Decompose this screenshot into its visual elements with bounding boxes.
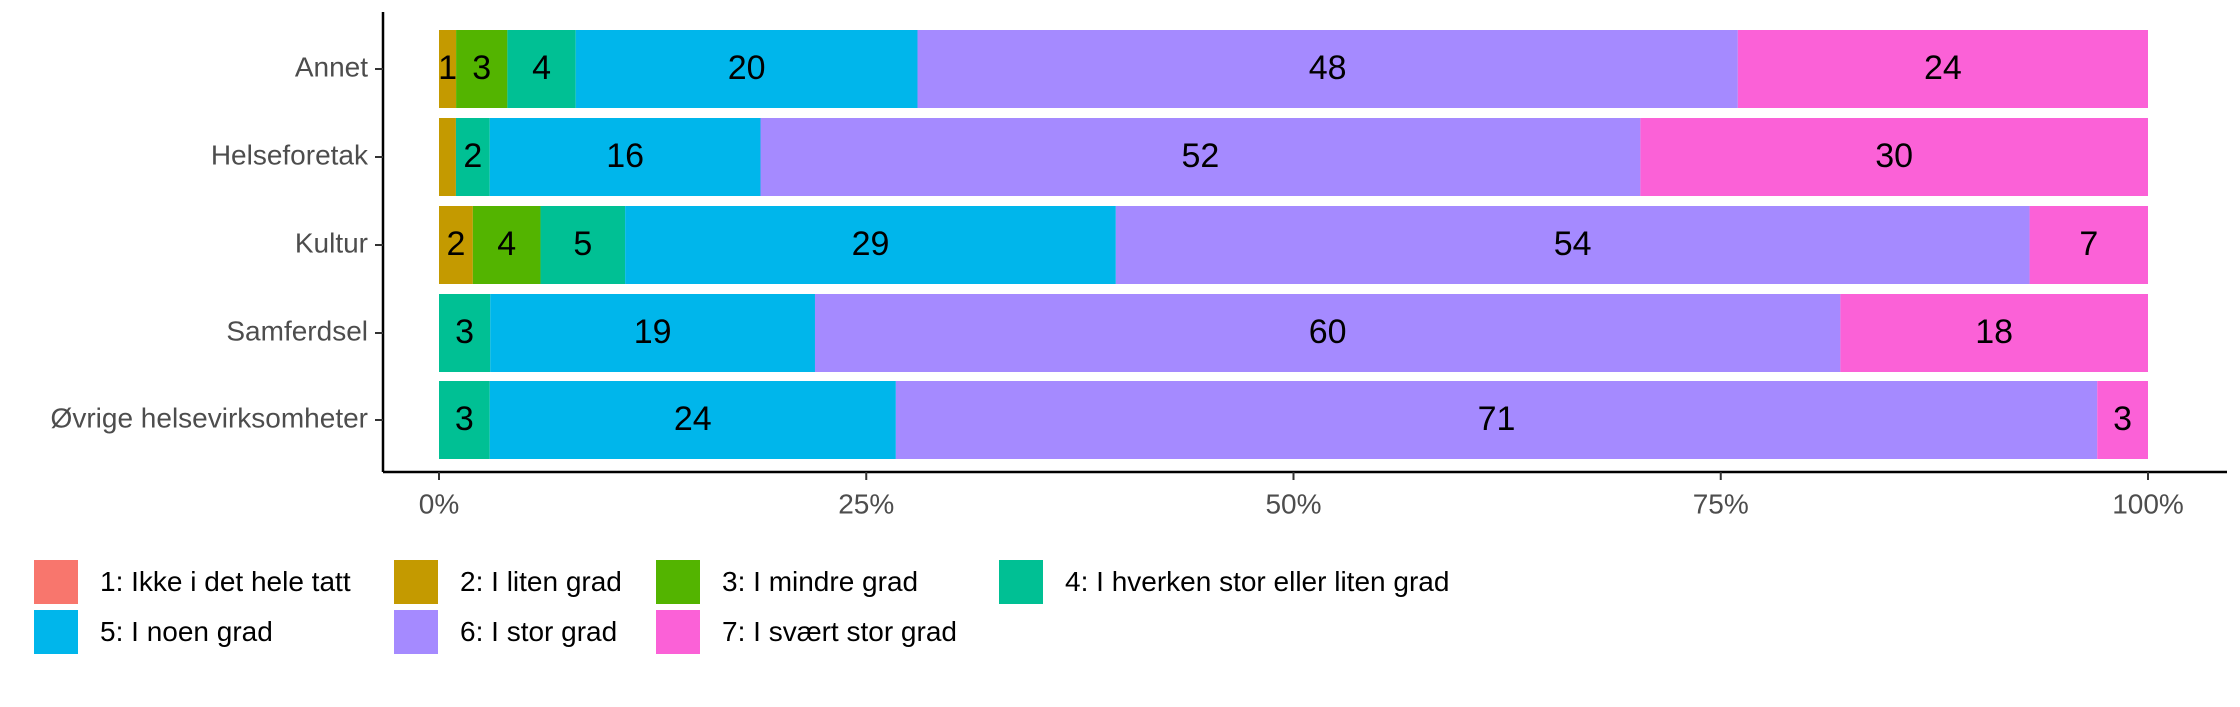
data-label: 7 (2079, 225, 2098, 263)
legend-label-4: 4: I hverken stor eller liten grad (1065, 566, 1450, 597)
bar-segment (814, 294, 1841, 372)
data-label: 4 (532, 49, 551, 87)
bar-segment (575, 30, 918, 108)
x-tick-label: 25% (838, 488, 894, 519)
data-label: 4 (497, 225, 516, 263)
data-label: 18 (1975, 313, 2013, 351)
data-label: 29 (852, 225, 890, 263)
legend-label-5: 5: I noen grad (100, 616, 273, 647)
data-label: 19 (634, 313, 672, 351)
bar-segment (489, 381, 896, 459)
data-label: 48 (1309, 49, 1347, 87)
stacked-bar-chart: Annet Helseforetak Kultur Samferdsel Øvrige … (51, 12, 2227, 519)
bar-segment (625, 206, 1116, 284)
legend-swatch-6 (394, 610, 438, 654)
bar-segment (456, 30, 508, 108)
legend-label-3: 3: I mindre grad (722, 566, 919, 597)
bar-segment (507, 30, 576, 108)
data-label: 3 (472, 49, 491, 87)
legend-swatch-4 (999, 560, 1043, 604)
bar-segment (540, 206, 626, 284)
bar-segment (2097, 381, 2148, 459)
legend-label-1: 1: Ikke i det hele tatt (100, 566, 351, 597)
data-label: 2 (446, 225, 465, 263)
legend-item-1: 1: Ikke i det hele tatt (34, 560, 351, 604)
legend-swatch-2 (394, 560, 438, 604)
bar-segment (439, 30, 457, 108)
legend-label-6: 6: I stor grad (460, 616, 618, 647)
legend-swatch-3 (656, 560, 700, 604)
legend-item-4: 4: I hverken stor eller liten grad (999, 560, 1449, 604)
bar-segment (2029, 206, 2148, 284)
legend-item-7: 7: I svært stor grad (656, 610, 957, 654)
bar-segment (760, 118, 1641, 196)
bar-segment (439, 206, 473, 284)
legend-label-7: 7: I svært stor grad (722, 616, 957, 647)
bar-segment (917, 30, 1738, 108)
data-label: 54 (1554, 225, 1592, 263)
x-tick-label: 0% (419, 488, 459, 519)
data-label: 71 (1478, 400, 1516, 438)
bar-segment (439, 381, 490, 459)
bar-segment (490, 294, 815, 372)
legend-item-6: 6: I stor grad (394, 610, 617, 654)
data-label: 30 (1875, 137, 1913, 175)
data-label: 24 (1924, 49, 1962, 87)
x-tick-label: 75% (1693, 488, 1749, 519)
bar-segment (472, 206, 541, 284)
y-tick-label: Helseforetak (211, 139, 369, 170)
data-label: 60 (1309, 313, 1347, 351)
bar-segment (489, 118, 761, 196)
bar-segment (895, 381, 2098, 459)
legend-item-2: 2: I liten grad (394, 560, 622, 604)
y-tick-label: Annet (295, 51, 368, 82)
bar-segment (439, 294, 491, 372)
bar-segment (1640, 118, 2148, 196)
data-label: 24 (674, 400, 712, 438)
data-label: 16 (606, 137, 644, 175)
data-label: 2 (463, 137, 482, 175)
bar-segment (1840, 294, 2148, 372)
data-label: 3 (455, 313, 474, 351)
bar-segment (455, 118, 490, 196)
x-tick-label: 100% (2112, 488, 2184, 519)
y-tick-label: Samferdsel (226, 315, 368, 346)
legend-label-2: 2: I liten grad (460, 566, 622, 597)
legend-swatch-5 (34, 610, 78, 654)
bar-segment (439, 118, 456, 196)
data-label: 52 (1182, 137, 1220, 175)
bar-segment (1737, 30, 2148, 108)
legend: 1: Ikke i det hele tatt 2: I liten grad … (34, 560, 2134, 690)
y-tick-label: Øvrige helsevirksomheter (51, 402, 368, 433)
bar-segment (1115, 206, 2030, 284)
data-label: 20 (728, 49, 766, 87)
legend-item-3: 3: I mindre grad (656, 560, 918, 604)
legend-swatch-7 (656, 610, 700, 654)
y-tick-label: Kultur (295, 227, 368, 258)
data-label: 3 (2113, 400, 2132, 438)
legend-swatch-1 (34, 560, 78, 604)
data-label: 3 (455, 400, 474, 438)
legend-item-5: 5: I noen grad (34, 610, 273, 654)
data-label: 5 (573, 225, 592, 263)
x-tick-label: 50% (1265, 488, 1321, 519)
data-label: 1 (438, 49, 457, 87)
